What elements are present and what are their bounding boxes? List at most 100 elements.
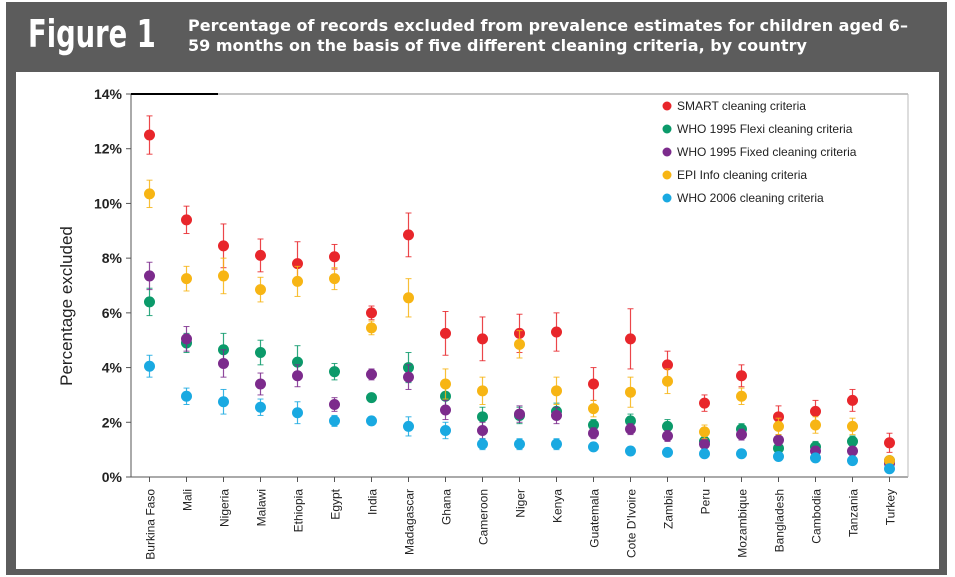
data-point: [810, 405, 821, 417]
legend-label: SMART cleaning criteria: [677, 99, 806, 113]
data-point: [181, 273, 192, 285]
data-point: [255, 347, 266, 359]
legend-swatch: [662, 170, 672, 180]
x-tick-label: India: [366, 489, 380, 515]
chart-panel: Percentage excluded 0% 2% 4% 6% 8% 10% 12% 14% …: [16, 72, 939, 569]
data-point: [773, 420, 784, 432]
data-point: [884, 455, 895, 467]
data-point: [477, 333, 488, 345]
x-tick-label: Ghana: [440, 489, 454, 525]
data-point: [625, 445, 636, 457]
data-point: [181, 333, 192, 345]
data-point: [366, 415, 377, 427]
data-point: [662, 359, 673, 371]
data-point: [773, 434, 784, 446]
data-point: [329, 366, 340, 378]
data-point: [292, 370, 303, 382]
data-point: [144, 188, 155, 200]
series-0: [144, 115, 895, 453]
data-point: [366, 322, 377, 334]
y-tick-label: 6%: [102, 305, 123, 321]
data-point: [440, 327, 451, 339]
x-tick-label: Egypt: [329, 488, 343, 519]
data-point: [255, 284, 266, 296]
data-point: [440, 404, 451, 416]
legend-label: WHO 1995 Flexi cleaning criteria: [677, 122, 853, 136]
series-3: [144, 179, 895, 467]
data-point: [551, 326, 562, 338]
data-point: [847, 420, 858, 432]
legend-swatch: [662, 147, 672, 157]
data-point: [440, 378, 451, 390]
legend-label: WHO 2006 cleaning criteria: [677, 191, 824, 205]
x-tick-label: Burkina Faso: [144, 489, 158, 560]
data-point: [588, 441, 599, 453]
y-tick-label: 14%: [94, 86, 123, 102]
x-tick-label: Turkey: [884, 489, 898, 525]
data-point: [292, 407, 303, 419]
data-point: [144, 270, 155, 282]
data-point: [847, 445, 858, 457]
y-tick-label: 2%: [102, 414, 123, 430]
data-point: [181, 390, 192, 402]
data-point: [403, 292, 414, 304]
data-point: [181, 214, 192, 226]
legend-label: WHO 1995 Fixed cleaning criteria: [677, 145, 857, 159]
x-tick-label: Zambia: [662, 489, 676, 529]
legend-label: EPI Info cleaning criteria: [677, 168, 807, 182]
x-ticks: Burkina Faso Mali Nigeria Malawi Ethiopia Egy…: [144, 477, 898, 560]
chart: Percentage excluded 0%2%4%6%8%10%12%14% …: [57, 86, 909, 560]
data-point: [218, 240, 229, 252]
x-tick-label: Nigeria: [218, 489, 232, 527]
data-marks: [144, 115, 895, 475]
data-point: [736, 390, 747, 402]
figure-label: Figure 1: [28, 12, 156, 56]
data-point: [884, 437, 895, 449]
data-point: [625, 333, 636, 345]
data-point: [625, 423, 636, 435]
x-tick-label: Cambodia: [810, 489, 824, 544]
data-point: [551, 409, 562, 421]
data-point: [366, 368, 377, 380]
data-point: [440, 424, 451, 436]
data-point: [514, 408, 525, 420]
data-point: [403, 420, 414, 432]
data-point: [218, 357, 229, 369]
x-tick-label: Guatemala: [588, 489, 602, 548]
data-point: [477, 385, 488, 397]
data-point: [255, 249, 266, 261]
data-point: [366, 392, 377, 404]
data-point: [403, 371, 414, 383]
data-point: [588, 403, 599, 415]
data-point: [329, 415, 340, 427]
data-point: [218, 270, 229, 282]
data-point: [847, 394, 858, 406]
data-point: [477, 424, 488, 436]
data-point: [366, 307, 377, 319]
x-tick-label: Bangladesh: [773, 489, 787, 552]
legend-swatch: [662, 101, 672, 111]
y-tick-label: 0%: [102, 469, 123, 485]
data-point: [847, 435, 858, 447]
x-tick-label: Madagascar: [403, 489, 417, 555]
data-point: [662, 430, 673, 442]
data-point: [144, 129, 155, 141]
data-point: [884, 463, 895, 475]
legend-swatch: [662, 193, 672, 203]
data-point: [736, 429, 747, 441]
data-point: [403, 229, 414, 241]
y-axis-label: Percentage excluded: [57, 226, 76, 386]
data-point: [329, 251, 340, 263]
figure-header: Figure 1 Percentage of records excluded …: [6, 2, 947, 72]
data-point: [847, 455, 858, 467]
x-tick-label: Malawi: [255, 489, 269, 526]
data-point: [477, 438, 488, 450]
legend-swatch: [662, 124, 672, 134]
data-point: [329, 399, 340, 411]
legend: SMART cleaning criteria WHO 1995 Flexi cl…: [662, 99, 857, 205]
data-point: [588, 378, 599, 390]
data-point: [810, 452, 821, 464]
y-tick-label: 10%: [94, 195, 123, 211]
y-tick-label: 4%: [102, 360, 123, 376]
data-point: [514, 338, 525, 350]
